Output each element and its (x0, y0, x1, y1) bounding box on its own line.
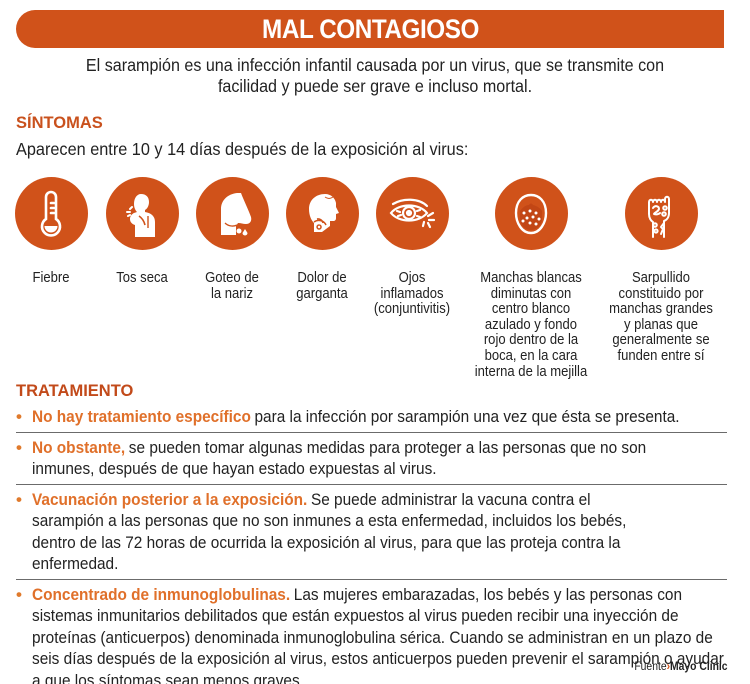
symptom-ojos-inflamados: Ojos inflamados (conjuntivitis) (347, 177, 477, 318)
symptom-label: Goteo de la nariz (205, 270, 259, 302)
symptom-goteo-nariz: Goteo de la nariz (167, 177, 297, 302)
item-lead: Concentrado de inmunoglobulinas. (32, 584, 291, 604)
item-text: para la infección por sarampión una vez … (254, 407, 680, 426)
symptom-tos-seca: Tos seca (77, 177, 207, 287)
thermometer-icon (40, 190, 62, 237)
symptom-sarpullido: Sarpullido constituido por manchas grand… (596, 177, 726, 365)
title-banner: MAL CONTAGIOSO (16, 10, 724, 48)
tratamiento-list: • No hay tratamiento específico para la i… (16, 405, 727, 684)
sintomas-subheading: Aparecen entre 10 y 14 días después de l… (16, 139, 469, 159)
chevron-right-icon: › (667, 661, 671, 673)
tratamiento-item: • No hay tratamiento específico para la i… (16, 405, 727, 433)
coughing-person-icon (126, 193, 155, 237)
symptom-circle (195, 177, 269, 250)
symptom-label: Tos seca (116, 270, 168, 286)
bullet-icon: • (16, 584, 22, 604)
runny-nose-icon (221, 192, 252, 235)
tratamiento-item: • Concentrado de inmunoglobulinas. Las mu… (16, 580, 727, 684)
bullet-icon: • (16, 437, 22, 457)
symptom-label: Fiebre (32, 270, 70, 286)
source-org: Mayo Clinic (670, 661, 728, 673)
source-label: Fuente (634, 661, 668, 673)
symptom-label: Ojos inflamados (conjuntivitis) (373, 270, 451, 318)
sintomas-heading: SÍNTOMAS (16, 114, 103, 132)
item-lead: No hay tratamiento específico (32, 407, 251, 426)
intro-line-1: El sarampión es una infección infantil c… (85, 55, 665, 75)
item-text: se pueden tomar algunas medidas para pro… (32, 437, 647, 479)
tratamiento-item: • No obstante, se pueden tomar algunas me… (16, 433, 727, 485)
symptom-label: Dolor de garganta (296, 270, 348, 302)
tratamiento-heading: TRATAMIENTO (16, 382, 134, 400)
symptom-label: Sarpullido constituido por manchas grand… (609, 270, 713, 364)
symptom-circle (624, 177, 698, 250)
symptom-label: Manchas blancas diminutas con centro bla… (474, 270, 588, 380)
item-text: Se puede administrar la vacuna contra el… (32, 489, 627, 574)
symptom-circle (105, 177, 179, 250)
source-credit: Fuente›Mayo Clinic (635, 661, 728, 673)
inflamed-eye-icon (389, 198, 436, 228)
intro-text: El sarampión es una infección infantil c… (30, 55, 720, 97)
page-title: MAL CONTAGIOSO (261, 13, 479, 44)
intro-line-2: facilidad y puede ser grave e incluso mo… (217, 76, 533, 96)
symptom-fiebre: Fiebre (0, 177, 116, 287)
rash-hand-icon (648, 195, 670, 238)
symptom-circle (285, 177, 359, 250)
symptom-circle (375, 177, 449, 250)
symptom-circle (494, 177, 568, 250)
item-lead: No obstante, (32, 437, 126, 457)
spotted-face-icon (514, 193, 548, 234)
tratamiento-item: • Vacunación posterior a la exposición. S… (16, 485, 727, 580)
bullet-icon: • (16, 407, 22, 426)
item-text: Las mujeres embarazadas, los bebés y las… (32, 584, 724, 684)
symptom-dolor-garganta: Dolor de garganta (257, 177, 387, 302)
bullet-icon: • (16, 489, 22, 509)
item-lead: Vacunación posterior a la exposición. (32, 489, 308, 509)
symptom-circle (14, 177, 88, 250)
symptom-manchas-blancas: Manchas blancas diminutas con centro bla… (466, 177, 596, 380)
sore-throat-icon (309, 193, 339, 232)
